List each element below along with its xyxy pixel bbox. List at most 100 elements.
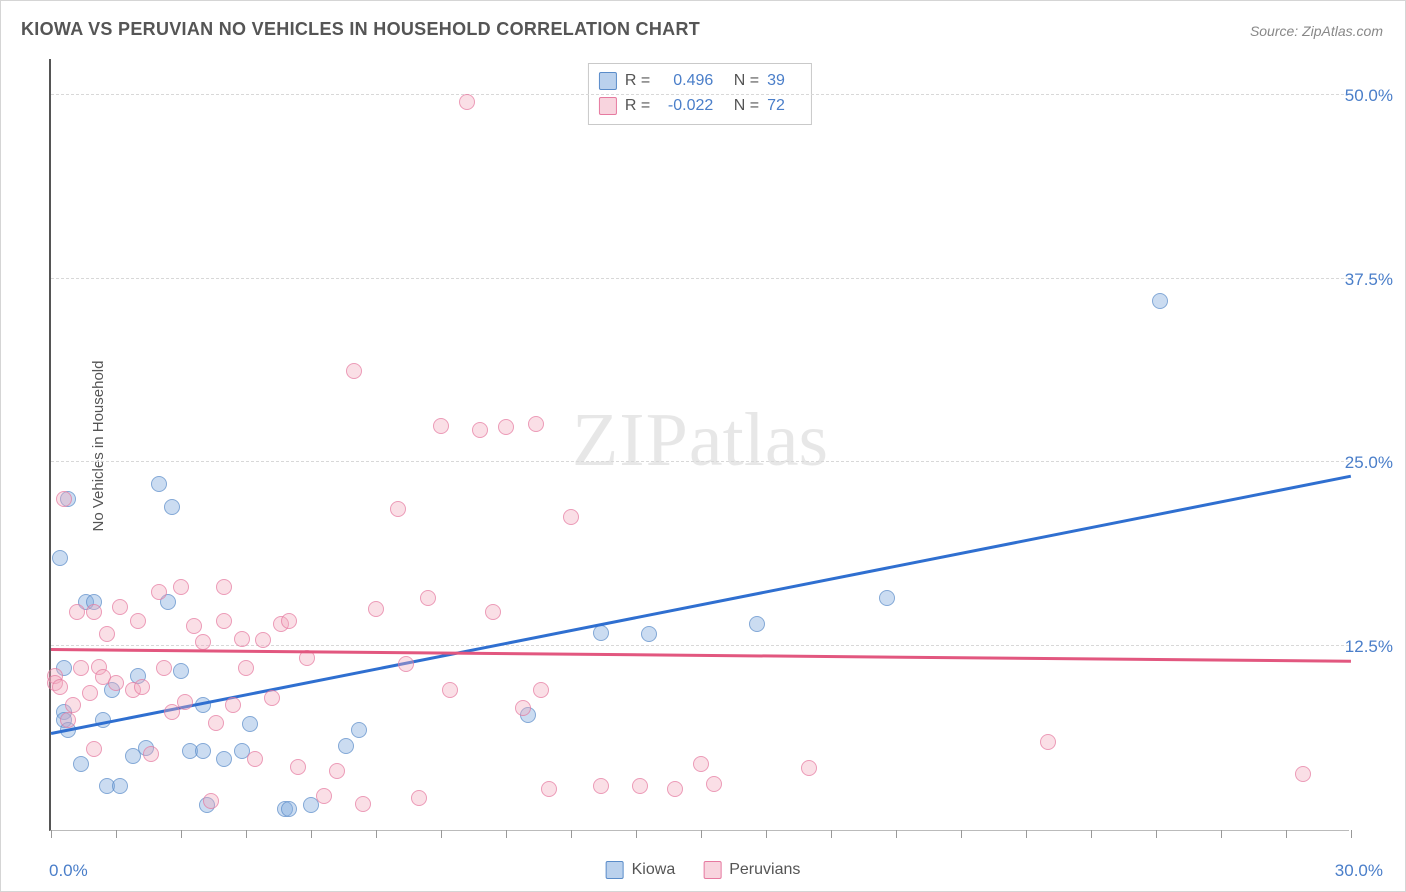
data-point: [195, 743, 211, 759]
x-tick: [51, 830, 52, 838]
watermark: ZIPatlas: [572, 397, 828, 484]
data-point: [225, 697, 241, 713]
data-point: [56, 491, 72, 507]
data-point: [112, 599, 128, 615]
x-tick: [766, 830, 767, 838]
stats-row-peruvians: R = -0.022 N = 72: [599, 94, 795, 119]
r-value-kiowa: 0.496: [658, 69, 713, 94]
data-point: [329, 763, 345, 779]
x-tick: [896, 830, 897, 838]
data-point: [52, 679, 68, 695]
data-point: [338, 738, 354, 754]
data-point: [52, 550, 68, 566]
x-tick: [441, 830, 442, 838]
r-value-peruvians: -0.022: [658, 94, 713, 119]
data-point: [281, 613, 297, 629]
x-axis-max-label: 30.0%: [1335, 861, 1383, 881]
data-point: [355, 796, 371, 812]
x-tick: [701, 830, 702, 838]
x-tick: [1091, 830, 1092, 838]
legend-label-kiowa: Kiowa: [632, 861, 676, 879]
data-point: [472, 422, 488, 438]
data-point: [498, 419, 514, 435]
data-point: [242, 716, 258, 732]
data-point: [411, 790, 427, 806]
legend-item-kiowa: Kiowa: [606, 861, 676, 879]
data-point: [368, 601, 384, 617]
data-point: [143, 746, 159, 762]
data-point: [533, 682, 549, 698]
source-link[interactable]: ZipAtlas.com: [1302, 23, 1383, 39]
gridline-h: [51, 94, 1349, 95]
n-label: N =: [734, 69, 759, 94]
data-point: [1152, 293, 1168, 309]
x-tick: [116, 830, 117, 838]
data-point: [73, 756, 89, 772]
data-point: [203, 793, 219, 809]
x-tick: [831, 830, 832, 838]
x-tick: [311, 830, 312, 838]
data-point: [177, 694, 193, 710]
data-point: [290, 759, 306, 775]
data-point: [693, 756, 709, 772]
gridline-h: [51, 278, 1349, 279]
n-value-kiowa: 39: [767, 69, 795, 94]
data-point: [86, 604, 102, 620]
data-point: [667, 781, 683, 797]
data-point: [316, 788, 332, 804]
legend-label-peruvians: Peruvians: [729, 861, 800, 879]
watermark-zip: ZIP: [572, 398, 689, 482]
data-point: [459, 94, 475, 110]
data-point: [563, 509, 579, 525]
data-point: [238, 660, 254, 676]
data-point: [485, 604, 501, 620]
data-point: [234, 631, 250, 647]
r-label-2: R =: [625, 94, 650, 119]
data-point: [164, 499, 180, 515]
gridline-h: [51, 461, 1349, 462]
x-tick: [506, 830, 507, 838]
data-point: [82, 685, 98, 701]
data-point: [186, 618, 202, 634]
data-point: [632, 778, 648, 794]
legend-item-peruvians: Peruvians: [703, 861, 800, 879]
data-point: [151, 476, 167, 492]
source-attribution: Source: ZipAtlas.com: [1250, 23, 1383, 39]
data-point: [281, 801, 297, 817]
data-point: [398, 656, 414, 672]
data-point: [255, 632, 271, 648]
x-tick: [1026, 830, 1027, 838]
x-tick: [636, 830, 637, 838]
y-tick-label: 37.5%: [1345, 270, 1393, 290]
x-tick: [1351, 830, 1352, 838]
x-tick: [1221, 830, 1222, 838]
data-point: [593, 778, 609, 794]
legend-bottom: Kiowa Peruvians: [606, 861, 801, 879]
data-point: [442, 682, 458, 698]
data-point: [433, 418, 449, 434]
data-point: [156, 660, 172, 676]
data-point: [1040, 734, 1056, 750]
stats-row-kiowa: R = 0.496 N = 39: [599, 69, 795, 94]
data-point: [208, 715, 224, 731]
data-point: [264, 690, 280, 706]
plot-area: ZIPatlas R = 0.496 N = 39 R = -0.022 N =…: [49, 59, 1349, 831]
y-tick-label: 12.5%: [1345, 637, 1393, 657]
data-point: [749, 616, 765, 632]
chart-container: KIOWA VS PERUVIAN NO VEHICLES IN HOUSEHO…: [0, 0, 1406, 892]
legend-swatch-pink-icon: [703, 861, 721, 879]
data-point: [195, 634, 211, 650]
x-axis-min-label: 0.0%: [49, 861, 88, 881]
data-point: [86, 741, 102, 757]
data-point: [112, 778, 128, 794]
swatch-blue-icon: [599, 72, 617, 90]
data-point: [69, 604, 85, 620]
data-point: [65, 697, 81, 713]
data-point: [247, 751, 263, 767]
data-point: [351, 722, 367, 738]
chart-title: KIOWA VS PERUVIAN NO VEHICLES IN HOUSEHO…: [21, 19, 700, 40]
data-point: [593, 625, 609, 641]
y-tick-label: 25.0%: [1345, 453, 1393, 473]
legend-swatch-blue-icon: [606, 861, 624, 879]
n-value-peruvians: 72: [767, 94, 795, 119]
